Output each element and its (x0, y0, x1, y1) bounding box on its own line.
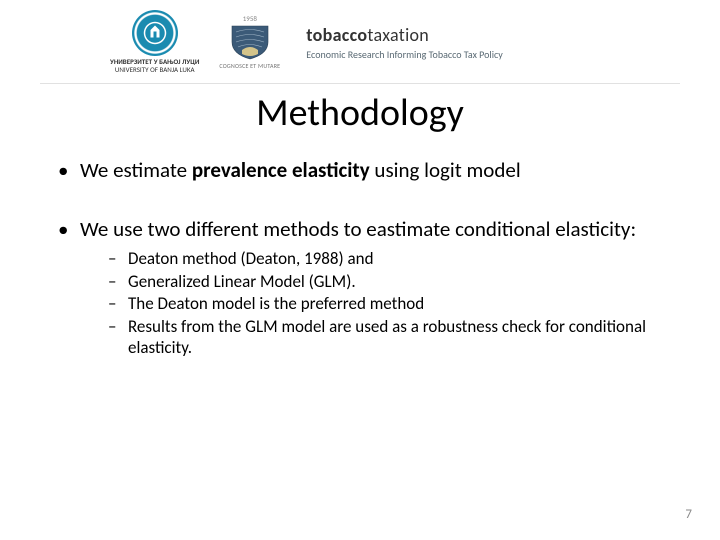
bullet-text-pre: We estimate (80, 157, 192, 183)
partner-logo-block: 1958 COGNOSCE ET MUTARE (219, 14, 280, 70)
content: We estimate prevalence elasticity using … (0, 136, 720, 359)
header: УНИВЕРЗИТЕТ У БАЊОЈ ЛУЦИ UNIVERSITY OF B… (0, 0, 720, 81)
university-logo-block: УНИВЕРЗИТЕТ У БАЊОЈ ЛУЦИ UNIVERSITY OF B… (110, 10, 199, 75)
brand-block: tobaccotaxation Economic Research Inform… (306, 24, 502, 61)
slide-title: Methodology (0, 90, 720, 136)
page-number: 7 (685, 507, 692, 522)
bullet-item: We use two different methods to eastimat… (54, 217, 666, 358)
brand-title: tobaccotaxation (306, 24, 502, 46)
brand-subtitle: Economic Research Informing Tobacco Tax … (306, 48, 502, 61)
bullet-item: We estimate prevalence elasticity using … (54, 158, 666, 184)
partner-year: 1958 (243, 14, 257, 23)
header-divider (40, 83, 680, 84)
partner-caption: COGNOSCE ET MUTARE (219, 62, 280, 70)
university-name-lat: UNIVERSITY OF BANJA LUKA (110, 66, 199, 74)
dash-item: The Deaton model is the preferred method (80, 294, 666, 315)
bullet-text-bold: prevalence elasticity (192, 157, 375, 183)
dash-item: Generalized Linear Model (GLM). (80, 272, 666, 293)
bullet-list: We estimate prevalence elasticity using … (54, 158, 666, 359)
university-emblem-icon (132, 10, 178, 56)
dash-item: Deaton method (Deaton, 1988) and (80, 249, 666, 270)
slide: УНИВЕРЗИТЕТ У БАЊОЈ ЛУЦИ UNIVERSITY OF B… (0, 0, 720, 540)
bullet-text-pre: We use two different methods to eastimat… (80, 216, 636, 242)
brand-title-rest: taxation (367, 24, 429, 46)
partner-shield-icon (228, 24, 272, 60)
dash-list: Deaton method (Deaton, 1988) and General… (80, 249, 666, 359)
brand-title-bold: tobacco (306, 24, 367, 46)
university-labels: УНИВЕРЗИТЕТ У БАЊОЈ ЛУЦИ UNIVERSITY OF B… (110, 58, 199, 75)
dash-item: Results from the GLM model are used as a… (80, 317, 666, 358)
bullet-text-post: using logit model (374, 157, 520, 183)
